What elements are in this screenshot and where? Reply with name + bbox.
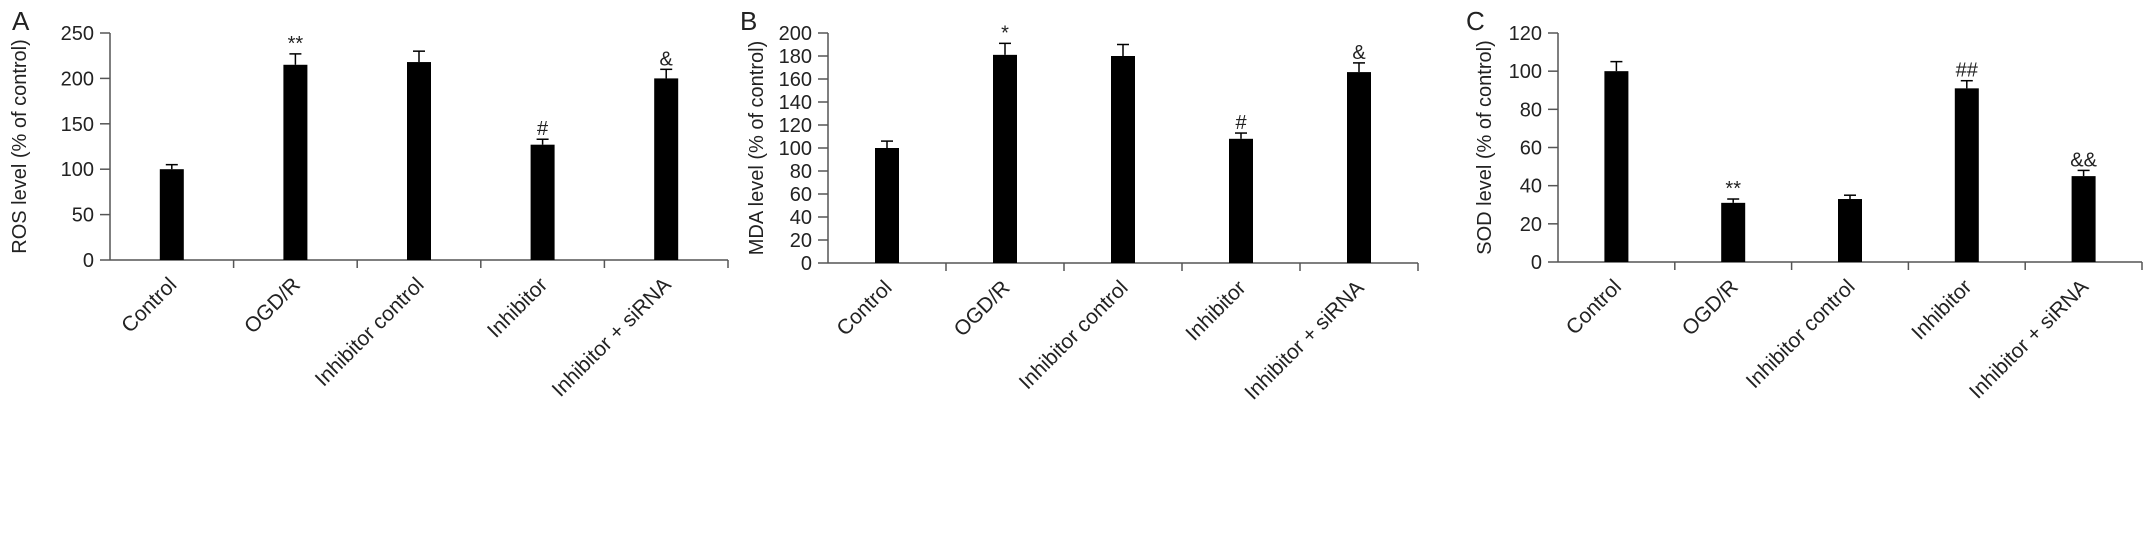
y-tick-label: 20 [790, 230, 812, 252]
y-tick-label: 80 [790, 161, 812, 183]
bar [1721, 202, 1746, 262]
significance-marker: & [660, 48, 674, 70]
bar [993, 54, 1017, 263]
y-tick-label: 180 [779, 46, 812, 68]
y-tick-label: 100 [1509, 61, 1542, 83]
significance-marker: # [537, 118, 549, 140]
panel-a: A 0 50 100 150 200 250 ROS level (% of control)… [9, 6, 729, 401]
y-tick-label: 80 [1520, 99, 1542, 121]
y-axis-label: ROS level (% of control) [9, 39, 31, 254]
bar [1229, 138, 1253, 263]
x-tick-label: Inhibitor + siRNA [1965, 275, 2093, 403]
bar [1954, 88, 1979, 262]
y-tick-label: 120 [1509, 23, 1542, 45]
x-tick-label: Control [117, 273, 181, 337]
significance-marker: & [1352, 42, 1366, 64]
y-axis-label: SOD level (% of control) [1474, 40, 1496, 255]
x-tick-label: Inhibitor [1907, 275, 1976, 344]
y-tick-label: 60 [790, 184, 812, 206]
panel-label: C [1466, 6, 1485, 36]
y-tick-label: 160 [779, 69, 812, 91]
y-tick-label: 200 [61, 68, 94, 90]
bar [654, 78, 679, 261]
significance-marker: ** [1725, 178, 1741, 200]
significance-marker: && [2070, 149, 2097, 171]
x-tick-label: Control [1562, 275, 1626, 339]
panel-label: B [740, 6, 757, 36]
x-tick-label: Inhibitor + siRNA [548, 273, 676, 401]
x-tick-label: Inhibitor control [1015, 276, 1133, 394]
y-tick-label: 50 [72, 205, 94, 227]
y-tick-label: 140 [779, 92, 812, 114]
y-tick-label: 120 [779, 115, 812, 137]
x-tick-label: Inhibitor [1181, 276, 1250, 345]
y-tick-label: 150 [61, 114, 94, 136]
x-tick-label: OGD/R [950, 276, 1015, 341]
bar [2071, 176, 2096, 262]
y-tick-label: 0 [1531, 252, 1542, 274]
x-tick-label: OGD/R [240, 273, 305, 338]
bar [875, 148, 899, 263]
x-tick-label: Inhibitor [483, 273, 552, 342]
significance-marker: ## [1956, 60, 1979, 82]
bar [407, 62, 431, 260]
bar [1347, 72, 1371, 263]
x-tick-label: Inhibitor + siRNA [1240, 276, 1368, 404]
x-tick-label: OGD/R [1678, 275, 1743, 340]
significance-marker: * [1001, 22, 1009, 44]
y-tick-label: 200 [779, 23, 812, 45]
panel-c: C 0 20 40 60 80 100 120 SOD level (% of control)… [1466, 6, 2143, 403]
bar [1604, 71, 1629, 263]
x-tick-label: Inhibitor control [311, 273, 429, 391]
y-tick-label: 100 [61, 159, 94, 181]
bar [283, 64, 308, 260]
bar [530, 144, 555, 260]
y-axis-label: MDA level (% of control) [746, 41, 768, 256]
x-tick-label: Control [832, 276, 896, 340]
y-tick-label: 40 [1520, 176, 1542, 198]
y-tick-label: 0 [83, 250, 94, 272]
y-tick-label: 20 [1520, 214, 1542, 236]
significance-marker: # [1235, 112, 1247, 134]
bar [159, 169, 184, 260]
panel-label: A [12, 6, 30, 36]
y-tick-label: 0 [801, 253, 812, 275]
y-tick-label: 250 [61, 23, 94, 45]
y-tick-label: 60 [1520, 138, 1542, 160]
y-tick-label: 40 [790, 207, 812, 229]
x-tick-label: Inhibitor control [1742, 275, 1860, 393]
bar [1111, 56, 1135, 263]
bar [1838, 199, 1862, 262]
significance-marker: ** [288, 33, 304, 55]
y-tick-label: 100 [779, 138, 812, 160]
